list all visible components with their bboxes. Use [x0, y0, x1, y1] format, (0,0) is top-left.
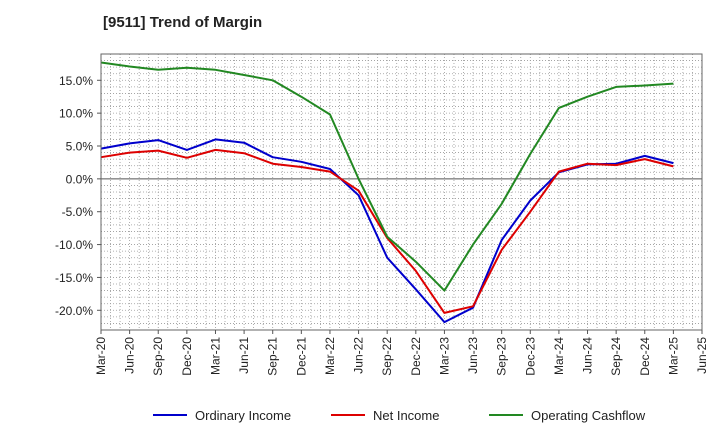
x-tick-label: Mar-24 — [552, 337, 566, 375]
y-tick-label: -15.0% — [55, 271, 93, 285]
legend-label: Net Income — [373, 408, 439, 423]
x-tick-label: Jun-23 — [466, 337, 480, 374]
x-tick-label: Sep-24 — [609, 337, 623, 376]
x-tick-label: Mar-22 — [323, 337, 337, 375]
x-tick-label: Jun-25 — [695, 337, 709, 374]
legend-label: Ordinary Income — [195, 408, 291, 423]
x-tick-label: Mar-25 — [666, 337, 680, 375]
y-tick-label: 15.0% — [59, 74, 93, 88]
plot-frame — [100, 53, 703, 331]
x-tick-label: Sep-23 — [495, 337, 509, 376]
x-axis-ticks: Mar-20 Jun-20 Sep-20 Dec-20 Mar-21 Jun-21 Sep-… — [94, 330, 709, 376]
x-tick-label: Dec-21 — [294, 337, 308, 376]
x-tick-label: Dec-24 — [638, 337, 652, 376]
x-tick-label: Mar-23 — [437, 337, 451, 375]
y-tick-label: -5.0% — [62, 205, 94, 219]
legend-label: Operating Cashflow — [531, 408, 646, 423]
y-tick-label: 5.0% — [66, 140, 94, 154]
x-tick-label: Jun-20 — [123, 337, 137, 374]
series-line-operating-cashflow — [100, 61, 674, 292]
x-tick-label: Jun-22 — [352, 337, 366, 374]
y-tick-label: -10.0% — [55, 238, 93, 252]
x-tick-label: Sep-21 — [266, 337, 280, 376]
y-axis-ticks: 15.0% 10.0% 5.0% 0.0% -5.0% -10.0% -15.0% -20.0… — [55, 74, 101, 318]
y-tick-label: -20.0% — [55, 304, 93, 318]
x-tick-label: Dec-20 — [180, 337, 194, 376]
x-tick-label: Sep-22 — [380, 337, 394, 376]
grid-layer — [101, 53, 702, 331]
chart-title: [9511] Trend of Margin — [103, 14, 263, 31]
x-tick-label: Mar-21 — [208, 337, 222, 375]
legend: Ordinary Income Net Income Operating Cashf… — [153, 408, 646, 423]
x-tick-label: Jun-24 — [581, 337, 595, 374]
x-tick-label: Mar-20 — [94, 337, 108, 375]
x-tick-label: Dec-23 — [523, 337, 537, 376]
x-tick-label: Sep-20 — [151, 337, 165, 376]
series-layer — [100, 61, 674, 324]
x-tick-label: Dec-22 — [409, 337, 423, 376]
y-tick-label: 10.0% — [59, 107, 93, 121]
x-tick-label: Jun-21 — [237, 337, 251, 374]
y-tick-label: 0.0% — [66, 172, 94, 186]
